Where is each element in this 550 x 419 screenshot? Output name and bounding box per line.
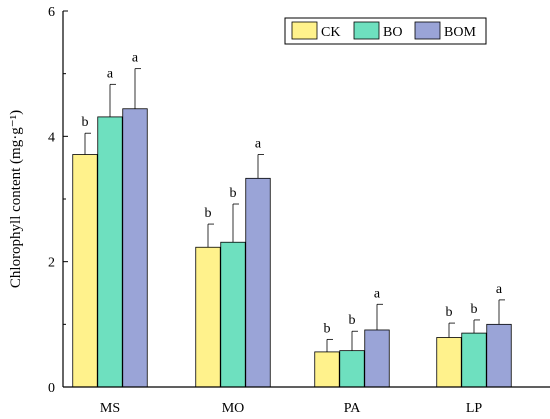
significance-label: b <box>471 302 478 317</box>
error-bar-bo-lp <box>473 319 480 334</box>
error-bar-ck-ms <box>84 132 91 155</box>
error-bar-bo-pa <box>351 330 358 351</box>
significance-label: b <box>349 313 356 328</box>
errorbars-layer <box>84 68 505 352</box>
error-bar-ck-pa <box>326 338 333 352</box>
y-ticks: 0 2 4 6 <box>48 5 68 396</box>
y-axis-title: Chlorophyll content (mg·g⁻¹) <box>8 110 24 288</box>
error-bar-ck-mo <box>207 223 214 248</box>
bar-ck-mo <box>195 246 221 388</box>
legend-frame <box>284 17 487 45</box>
y-tick-label: 2 <box>48 256 55 271</box>
y-tick-label: 0 <box>48 381 55 396</box>
significance-label: a <box>374 286 381 301</box>
significance-label: b <box>446 305 453 320</box>
significance-label: b <box>205 206 212 221</box>
legend-label: CK <box>321 25 340 40</box>
significance-label: a <box>132 51 139 66</box>
legend: CK BO BOM <box>284 17 487 45</box>
x-tick-label-lp: LP <box>466 401 483 416</box>
y-tick-label: 4 <box>48 130 55 145</box>
bar-bom-mo <box>245 177 271 388</box>
bar-ck-pa <box>314 351 340 388</box>
error-bar-bo-ms <box>109 83 116 117</box>
x-tick-label-mo: MO <box>222 401 245 416</box>
x-tick-label-ms: MS <box>100 401 120 416</box>
bar-bo-ms <box>97 116 123 388</box>
y-tick-label: 6 <box>48 5 55 20</box>
error-bar-bom-pa <box>376 303 383 330</box>
bar-bo-pa <box>339 350 365 388</box>
significance-labels: b a a b b a b b a b b a <box>82 51 503 337</box>
error-bar-bom-mo <box>257 154 264 179</box>
bar-bo-lp <box>461 332 487 388</box>
error-bar-ck-lp <box>448 322 455 338</box>
error-bar-bom-ms <box>134 68 141 109</box>
legend-label: BO <box>383 25 402 40</box>
x-tick-label-pa: PA <box>344 401 362 416</box>
significance-label: b <box>230 186 237 201</box>
bar-ck-lp <box>436 337 462 388</box>
legend-item-bom: BOM <box>414 21 476 40</box>
error-bar-bom-lp <box>498 299 505 325</box>
legend-label: BOM <box>444 25 476 40</box>
bar-ck-ms <box>72 154 98 388</box>
legend-swatch <box>291 21 318 40</box>
bars-layer <box>72 108 512 388</box>
legend-items: CK BO BOM <box>291 21 476 40</box>
x-tick-labels: MS MO PA LP <box>100 401 482 416</box>
significance-label: a <box>255 137 262 152</box>
legend-swatch <box>414 21 441 40</box>
legend-item-ck: CK <box>291 21 340 40</box>
significance-label: a <box>107 66 114 81</box>
bar-bo-mo <box>220 241 246 388</box>
bar-bom-lp <box>486 323 512 388</box>
bar-bom-pa <box>364 329 390 388</box>
legend-item-bo: BO <box>353 21 402 40</box>
significance-label: a <box>496 282 503 297</box>
significance-label: b <box>324 321 331 336</box>
bar-bom-ms <box>122 108 148 388</box>
significance-label: b <box>82 115 89 130</box>
legend-swatch <box>353 21 380 40</box>
error-bar-bo-mo <box>232 203 239 243</box>
